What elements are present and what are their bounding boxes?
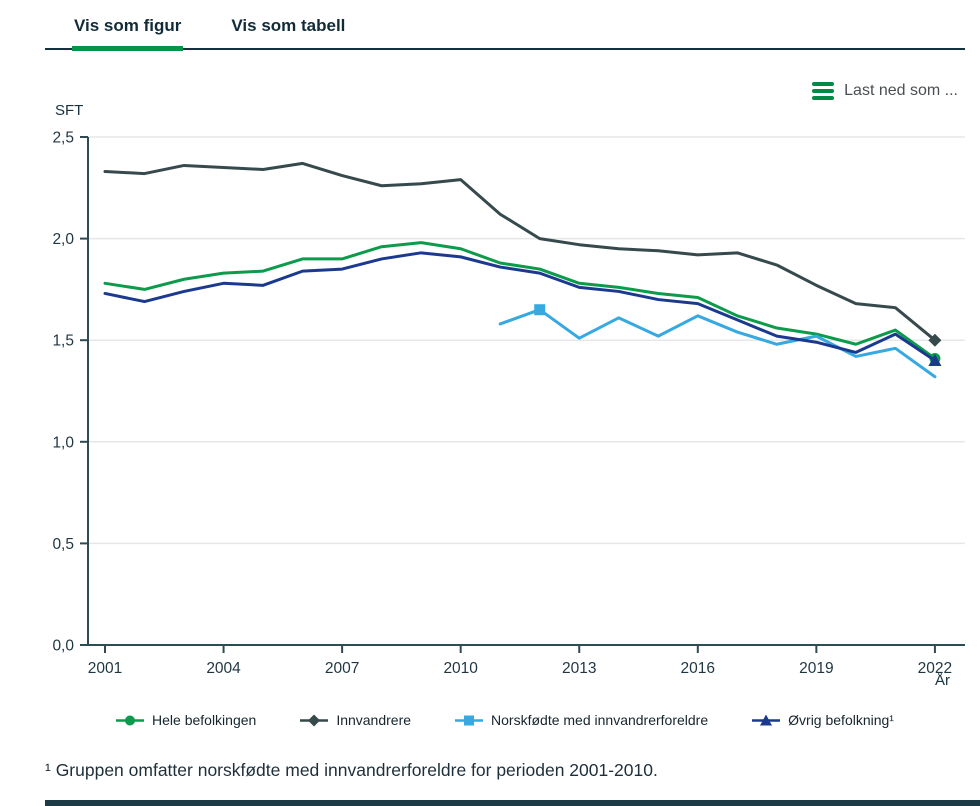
tab-vis-som-figur[interactable]: Vis som figur bbox=[72, 8, 184, 51]
series-line bbox=[103, 251, 937, 363]
next-section-edge bbox=[45, 800, 980, 806]
series-line bbox=[498, 308, 937, 379]
svg-text:2016: 2016 bbox=[681, 660, 715, 677]
view-tabbar: Vis som figur Vis som tabell bbox=[45, 8, 965, 51]
svg-text:2010: 2010 bbox=[443, 660, 478, 677]
legend-item-4[interactable]: Øvrig befolkning¹ bbox=[752, 712, 894, 728]
series-line bbox=[103, 241, 937, 360]
download-button[interactable]: Last ned som ... bbox=[812, 82, 958, 100]
svg-text:0,0: 0,0 bbox=[52, 638, 74, 655]
svg-text:1,5: 1,5 bbox=[52, 333, 74, 350]
legend-item-2[interactable]: Innvandrere bbox=[300, 712, 411, 728]
svg-text:2007: 2007 bbox=[325, 660, 359, 677]
svg-text:0,5: 0,5 bbox=[52, 536, 74, 553]
diamond-marker-icon bbox=[300, 714, 329, 726]
x-axis-title: År bbox=[935, 672, 950, 689]
hamburger-icon bbox=[812, 82, 835, 100]
plot-svg: 0,0 0,5 1,0 1,5 2,0 2,5 2001 2004 2007 2010 2013 20… bbox=[52, 130, 965, 677]
legend-label: Øvrig befolkning¹ bbox=[788, 712, 894, 728]
download-label: Last ned som ... bbox=[844, 82, 958, 99]
line-chart: 0,0 0,5 1,0 1,5 2,0 2,5 2001 2004 2007 2010 2013 20… bbox=[45, 120, 975, 705]
svg-text:2,5: 2,5 bbox=[52, 130, 74, 147]
chart-legend: Hele befolkingen Innvandrere Norskfødte me… bbox=[45, 712, 965, 728]
legend-label: Innvandrere bbox=[336, 712, 412, 728]
legend-label: Norskfødte med innvandrerforeldre bbox=[491, 712, 709, 728]
svg-text:2019: 2019 bbox=[799, 660, 833, 677]
series-line bbox=[103, 161, 937, 342]
legend-item-3[interactable]: Norskfødte med innvandrerforeldre bbox=[455, 712, 708, 728]
svg-text:1,0: 1,0 bbox=[52, 434, 74, 451]
svg-text:2022: 2022 bbox=[918, 660, 952, 677]
svg-text:2,0: 2,0 bbox=[52, 231, 74, 248]
footnote: ¹ Gruppen omfatter norskfødte med innvan… bbox=[45, 760, 658, 780]
tab-vis-som-tabell[interactable]: Vis som tabell bbox=[231, 16, 346, 35]
triangle-marker-icon bbox=[752, 714, 781, 725]
svg-text:2004: 2004 bbox=[206, 660, 241, 677]
legend-item-1[interactable]: Hele befolkingen bbox=[116, 712, 256, 728]
svg-text:2013: 2013 bbox=[562, 660, 596, 677]
svg-text:2001: 2001 bbox=[88, 660, 122, 677]
circle-marker-icon bbox=[116, 715, 145, 725]
square-marker-icon bbox=[455, 715, 484, 725]
y-axis-title: SFT bbox=[55, 102, 84, 119]
legend-label: Hele befolkingen bbox=[152, 712, 257, 728]
